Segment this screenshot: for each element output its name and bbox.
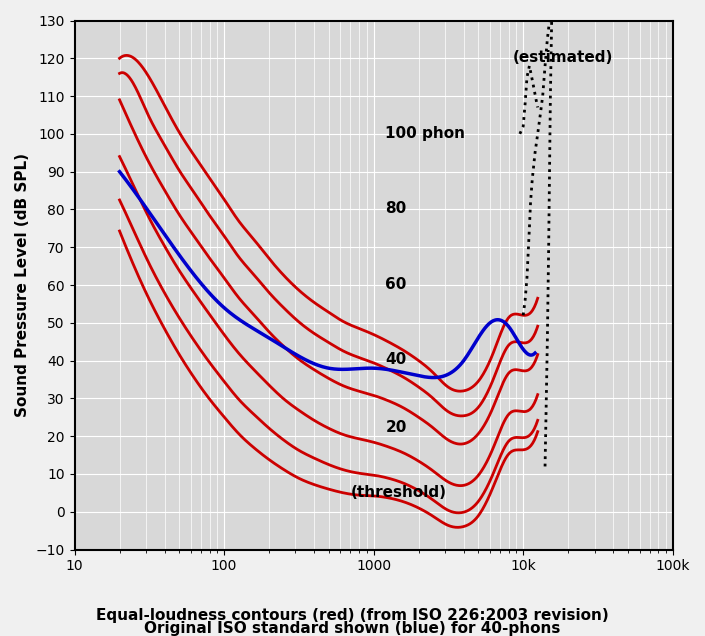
Text: 20: 20 [386, 420, 407, 436]
Text: (threshold): (threshold) [350, 485, 446, 500]
Text: Equal-loudness contours (red) (from ISO 226:2003 revision): Equal-loudness contours (red) (from ISO … [96, 608, 609, 623]
Text: (estimated): (estimated) [513, 50, 613, 65]
Text: 60: 60 [386, 277, 407, 292]
Text: 80: 80 [386, 201, 407, 216]
Y-axis label: Sound Pressure Level (dB SPL): Sound Pressure Level (dB SPL) [15, 153, 30, 417]
Text: 100 phon: 100 phon [386, 126, 465, 141]
Text: 40: 40 [386, 352, 407, 368]
Text: Original ISO standard shown (blue) for 40-phons: Original ISO standard shown (blue) for 4… [145, 621, 560, 636]
